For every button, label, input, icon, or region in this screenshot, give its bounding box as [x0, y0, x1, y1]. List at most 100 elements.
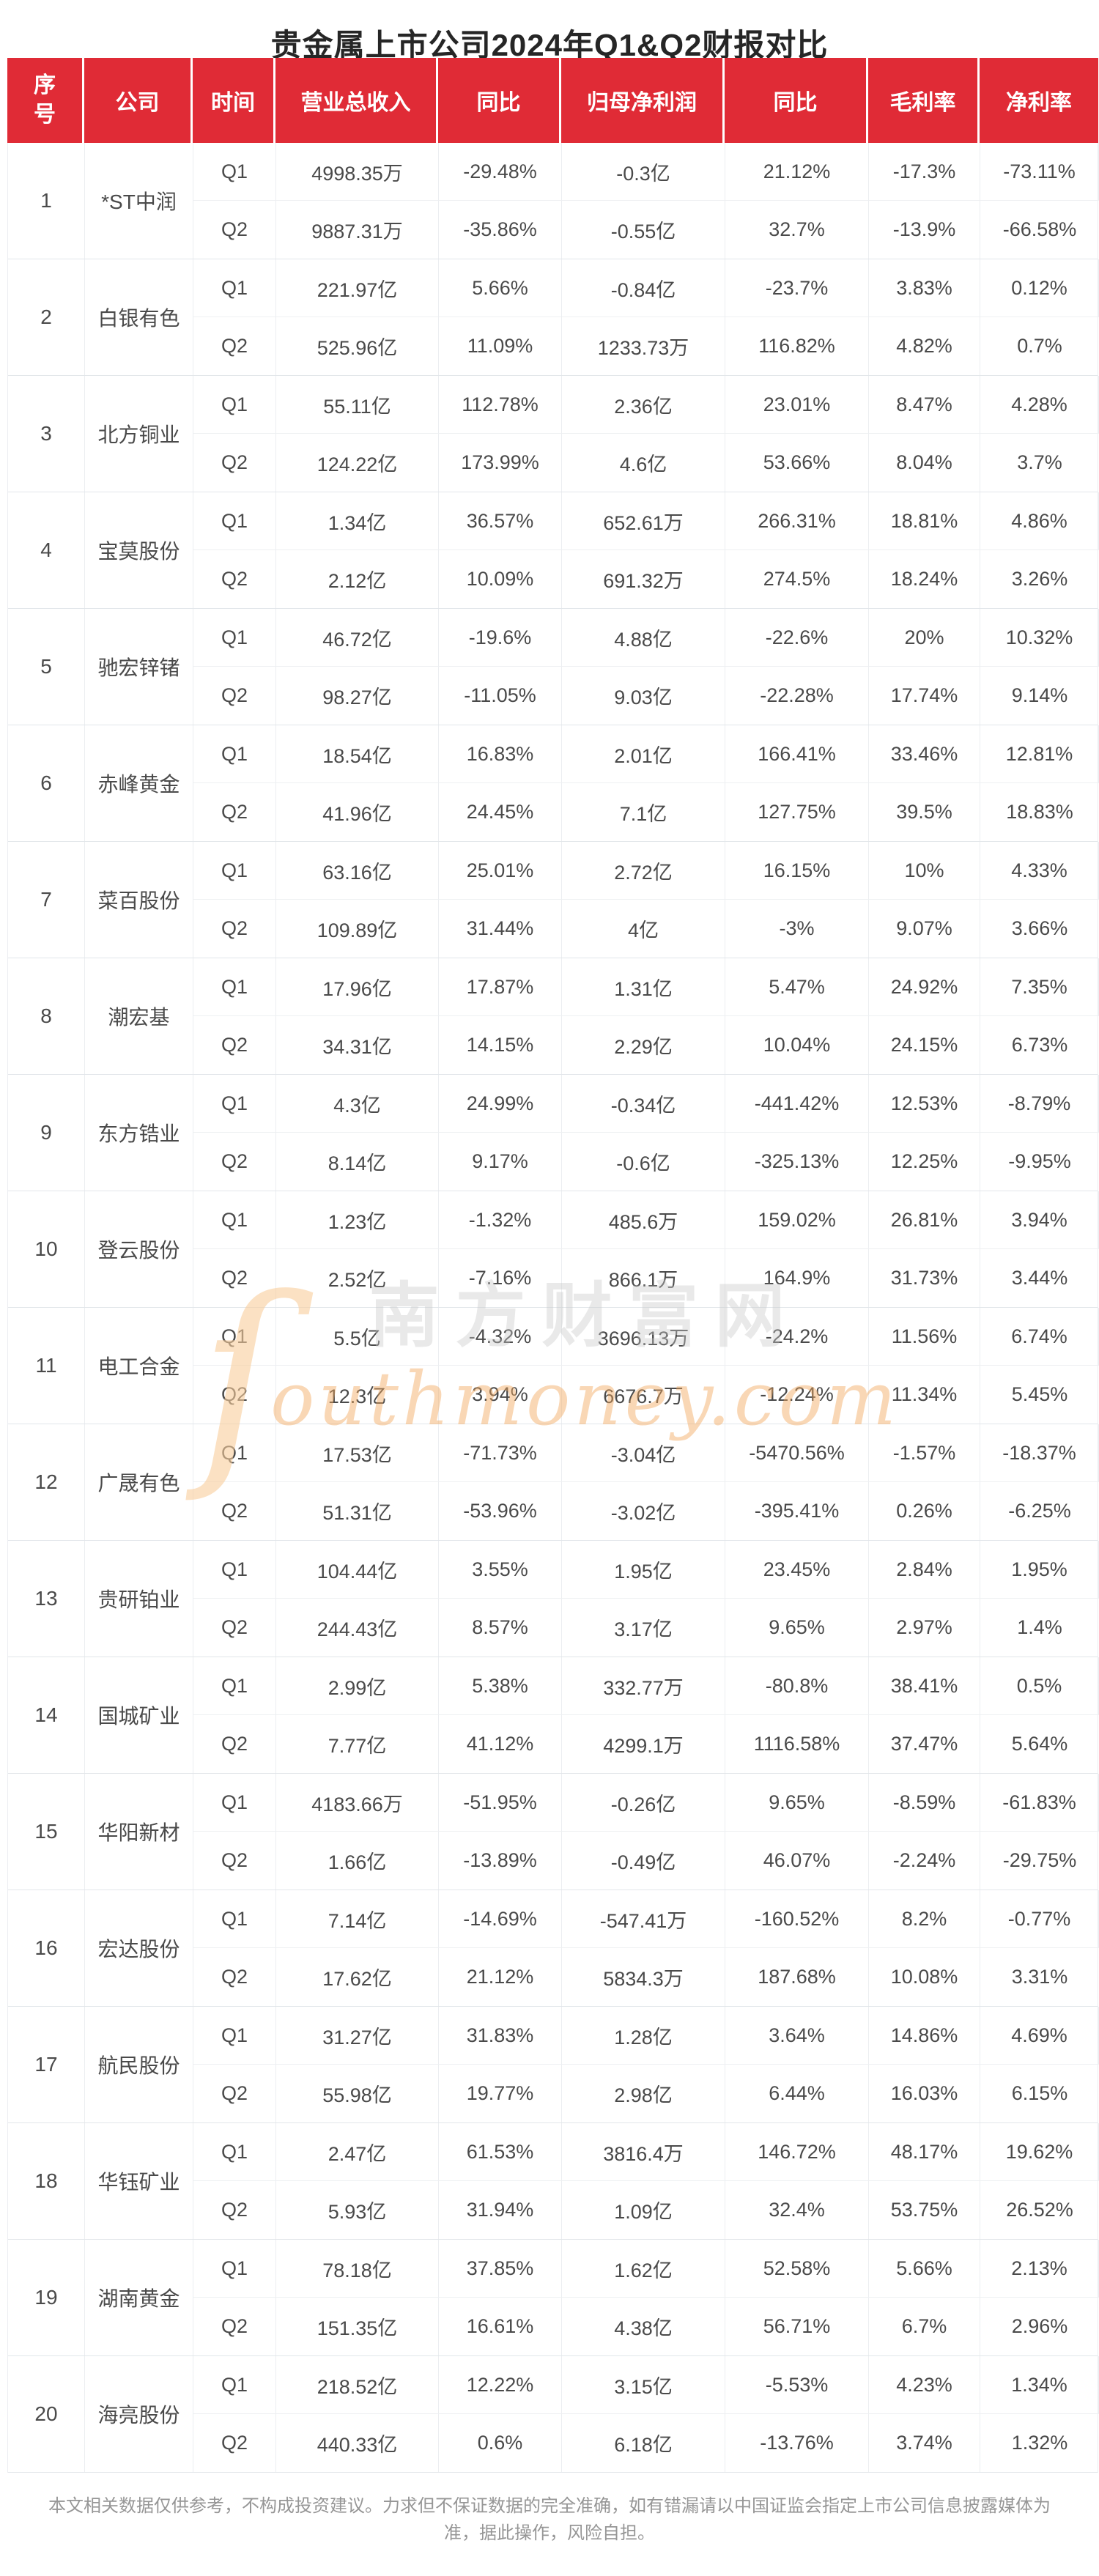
profit-yoy-cell: 56.71%	[725, 2298, 869, 2355]
gross-margin-cell: 16.03%	[869, 2065, 980, 2122]
company-name: 北方铜业	[85, 376, 193, 492]
col-header-gross-margin: 毛利率	[868, 58, 980, 143]
profit-yoy-cell: 9.65%	[725, 1599, 869, 1657]
revenue-cell: 41.96亿	[276, 783, 439, 841]
revenue-cell: 63.16亿	[276, 842, 439, 900]
revenue-cell: 151.35亿	[276, 2298, 439, 2355]
profit-yoy-cell: -22.6%	[725, 609, 869, 667]
net-profit-cell: 4.6亿	[562, 434, 725, 492]
gross-margin-cell: 10%	[869, 842, 980, 900]
gross-margin-cell: 8.47%	[869, 376, 980, 434]
revenue-cell: 7.77亿	[276, 1715, 439, 1773]
period-cell: Q1	[193, 143, 276, 201]
revenue-yoy-cell: 36.57%	[439, 492, 562, 550]
period-cell: Q2	[193, 1832, 276, 1890]
row-index: 10	[8, 1191, 85, 1307]
revenue-yoy-cell: -14.69%	[439, 1890, 562, 1948]
net-profit-cell: 4299.1万	[562, 1715, 725, 1773]
net-margin-cell: -0.77%	[980, 1890, 1099, 1948]
company-block: 8 潮宏基 Q1 17.96亿 17.87% 1.31亿 5.47% 24.92% 7.35% Q…	[8, 958, 1099, 1075]
gross-margin-cell: 20%	[869, 609, 980, 667]
net-margin-cell: 2.96%	[1011, 2315, 1068, 2337]
net-margin-cell: 19.62%	[980, 2123, 1099, 2181]
profit-yoy-cell: 164.9%	[725, 1249, 869, 1307]
net-margin-cell: 0.7%	[1017, 335, 1062, 357]
revenue-yoy-cell: 10.09%	[439, 550, 562, 608]
gross-margin-cell: 12.25%	[869, 1133, 980, 1191]
revenue-cell: 17.53亿	[276, 1424, 439, 1482]
revenue-yoy-cell: -4.32%	[439, 1308, 562, 1366]
period-cell: Q1	[193, 376, 276, 434]
period-cell: Q1	[193, 1424, 276, 1482]
header-label: 公司	[115, 91, 160, 115]
profit-yoy-cell: -441.42%	[725, 1075, 869, 1133]
revenue-cell: 1.23亿	[276, 1191, 439, 1249]
disclaimer-text: 本文相关数据仅供参考，不构成投资建议。力求但不保证数据的完全准确，如有错漏请以中…	[48, 2496, 1051, 2543]
company-name: 国城矿业	[85, 1657, 193, 1773]
net-profit-cell: -0.6亿	[562, 1133, 725, 1191]
period-cell: Q1	[193, 2240, 276, 2298]
net-margin-cell: 3.31%	[1011, 1966, 1068, 1988]
financial-table: 序号 公司 时间 营业总收入 同比 归母净利润 同比 毛利率 净利率 1 *ST中润 Q1 4998.…	[7, 58, 1099, 2473]
net-profit-cell: -0.84亿	[562, 259, 725, 317]
net-margin-cell: 2.13%	[980, 2240, 1099, 2298]
profit-yoy-cell: 5.47%	[725, 958, 869, 1016]
revenue-yoy-cell: 19.77%	[439, 2065, 562, 2122]
company-name: 宝莫股份	[85, 492, 193, 608]
period-cell: Q1	[193, 1890, 276, 1948]
company-name: 赤峰黄金	[85, 725, 193, 841]
period-cell: Q1	[193, 725, 276, 783]
profit-yoy-cell: 116.82%	[725, 317, 869, 375]
profit-yoy-cell: -24.2%	[725, 1308, 869, 1366]
net-margin-cell: -18.37%	[980, 1424, 1099, 1482]
header-label: 归母净利润	[587, 91, 697, 115]
net-margin-cell: 6.73%	[1011, 1034, 1068, 1056]
col-header-net-profit: 归母净利润	[561, 58, 725, 143]
revenue-yoy-cell: 9.17%	[439, 1133, 562, 1191]
net-profit-cell: 1.62亿	[562, 2240, 725, 2298]
net-margin-cell: 10.32%	[980, 609, 1099, 667]
revenue-yoy-cell: 5.38%	[439, 1657, 562, 1715]
period-cell: Q2	[193, 2181, 276, 2239]
gross-margin-cell: 53.75%	[869, 2181, 980, 2239]
revenue-cell: 78.18亿	[276, 2240, 439, 2298]
revenue-cell: 98.27亿	[276, 667, 439, 725]
period-cell: Q2	[193, 900, 276, 958]
revenue-cell: 7.14亿	[276, 1890, 439, 1948]
net-profit-cell: 4.88亿	[562, 609, 725, 667]
revenue-cell: 244.43亿	[276, 1599, 439, 1657]
revenue-yoy-cell: 11.09%	[439, 317, 562, 375]
net-profit-cell: 4.38亿	[562, 2298, 725, 2355]
net-profit-cell: 485.6万	[562, 1191, 725, 1249]
profit-yoy-cell: -395.41%	[725, 1482, 869, 1540]
period-cell: Q1	[193, 259, 276, 317]
row-index: 6	[8, 725, 85, 841]
period-cell: Q1	[193, 2007, 276, 2065]
revenue-yoy-cell: 14.15%	[439, 1016, 562, 1074]
revenue-cell: 34.31亿	[276, 1016, 439, 1074]
revenue-yoy-cell: -51.95%	[439, 1774, 562, 1832]
row-index: 19	[8, 2240, 85, 2355]
revenue-cell: 12.3亿	[276, 1366, 439, 1424]
revenue-yoy-cell: 61.53%	[439, 2123, 562, 2181]
revenue-yoy-cell: -1.32%	[439, 1191, 562, 1249]
period-cell: Q2	[193, 1948, 276, 2006]
gross-margin-cell: 5.66%	[869, 2240, 980, 2298]
company-name: 潮宏基	[85, 958, 193, 1074]
period-cell: Q1	[193, 1774, 276, 1832]
profit-yoy-cell: 21.12%	[725, 143, 869, 201]
net-margin-cell: -8.79%	[980, 1075, 1099, 1133]
period-cell: Q1	[193, 958, 276, 1016]
profit-yoy-cell: -160.52%	[725, 1890, 869, 1948]
net-margin-cell: 9.14%	[1011, 684, 1068, 706]
gross-margin-cell: -13.9%	[869, 201, 980, 259]
revenue-cell: 55.11亿	[276, 376, 439, 434]
profit-yoy-cell: 3.64%	[725, 2007, 869, 2065]
col-header-period: 时间	[193, 58, 275, 143]
profit-yoy-cell: 1116.58%	[725, 1715, 869, 1773]
net-margin-cell: -61.83%	[980, 1774, 1099, 1832]
row-index: 13	[8, 1541, 85, 1657]
period-cell: Q1	[193, 2356, 276, 2414]
revenue-cell: 51.31亿	[276, 1482, 439, 1540]
net-profit-cell: 6.18亿	[562, 2414, 725, 2472]
